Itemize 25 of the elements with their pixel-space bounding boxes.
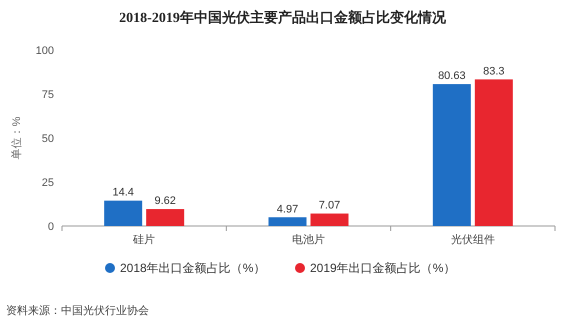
- text: 资料来源：中国光伏行业协会: [6, 304, 149, 317]
- bar: [104, 200, 142, 226]
- data-label: 80.63: [438, 70, 466, 82]
- x-tick-label: 光伏组件: [450, 233, 495, 246]
- y-tick-label: 50: [42, 133, 54, 145]
- data-label: 14.4: [112, 186, 134, 199]
- x-tick-label: 硅片: [132, 233, 156, 246]
- y-tick-label: 75: [42, 89, 54, 101]
- data-label: 9.62: [154, 195, 176, 208]
- x-tick-label: 电池片: [292, 233, 325, 246]
- data-label: 4.97: [276, 203, 298, 216]
- bar: [268, 217, 306, 226]
- y-tick-label: 100: [36, 45, 54, 57]
- chart-title: 2018-2019年中国光伏主要产品出口金额占比变化情况: [119, 9, 447, 26]
- bar: [146, 209, 184, 226]
- bar: [474, 79, 513, 226]
- legend-label: 2019年出口金额占比（%）: [310, 261, 456, 275]
- bar: [432, 84, 471, 226]
- y-axis-title: 单位：%: [10, 116, 23, 160]
- y-tick-label: 25: [42, 177, 54, 189]
- y-tick-label: 0: [48, 221, 54, 233]
- legend-label: 2018年出口金额占比（%）: [120, 261, 266, 275]
- bar: [310, 214, 348, 226]
- data-label: 83.3: [483, 65, 505, 78]
- data-label: 7.07: [318, 200, 340, 212]
